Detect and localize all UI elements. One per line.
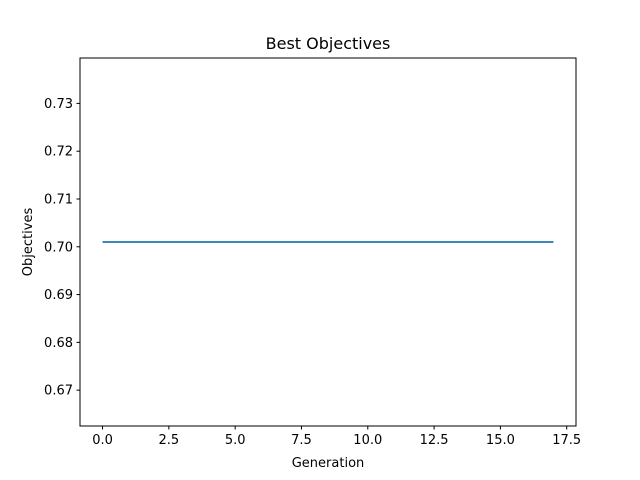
chart-title: Best Objectives: [266, 34, 391, 53]
y-axis: 0.67 0.68 0.69 0.70 0.71 0.72 0.73: [44, 97, 80, 399]
y-tick-label: 0.68: [44, 336, 73, 351]
x-tick-label: 12.5: [420, 433, 449, 448]
x-axis-label: Generation: [292, 456, 365, 471]
y-axis-label: Objectives: [21, 208, 36, 277]
x-tick-label: 5.0: [225, 433, 246, 448]
y-tick-label: 0.71: [44, 192, 73, 207]
x-axis: 0.0 2.5 5.0 7.5 10.0 12.5 15.0 17.5: [92, 426, 581, 448]
x-tick-label: 10.0: [353, 433, 382, 448]
plot-area: [79, 57, 577, 427]
y-tick-label: 0.73: [44, 97, 73, 112]
x-tick-label: 17.5: [552, 433, 581, 448]
x-tick-label: 0.0: [92, 433, 113, 448]
y-tick-label: 0.70: [44, 240, 73, 255]
y-tick-label: 0.67: [44, 384, 73, 399]
x-tick-label: 2.5: [159, 433, 180, 448]
y-tick-label: 0.72: [44, 145, 73, 160]
y-tick-label: 0.69: [44, 288, 73, 303]
x-tick-label: 15.0: [486, 433, 515, 448]
x-tick-label: 7.5: [291, 433, 312, 448]
